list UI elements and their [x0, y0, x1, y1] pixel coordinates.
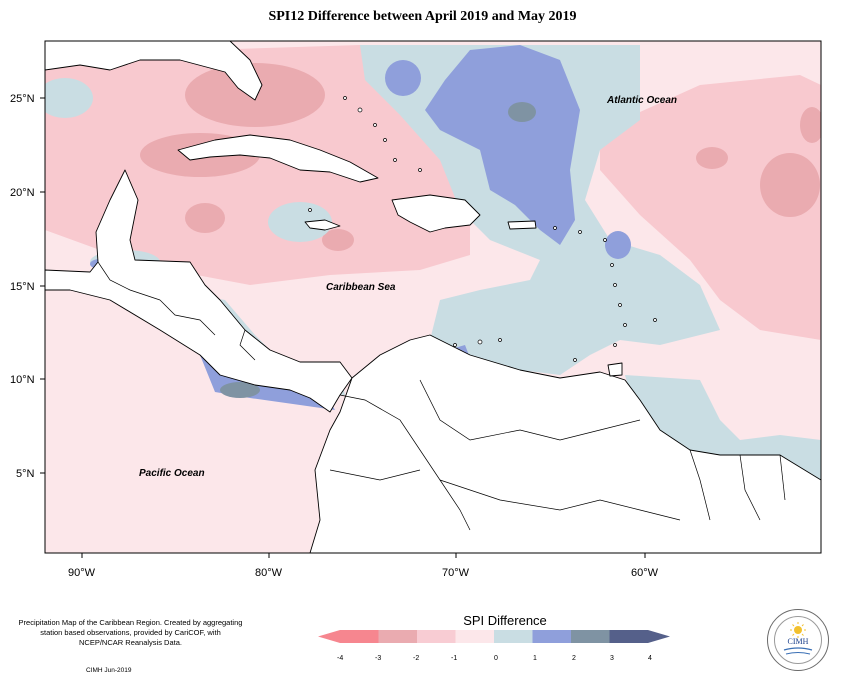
lon-label: 90°W — [68, 567, 96, 579]
anomaly-blue-dark-pacific — [220, 382, 260, 398]
map-canvas: Atlantic Ocean Caribbean Sea Pacific Oce… — [45, 41, 821, 553]
lat-label: 10°N — [10, 374, 35, 386]
anomaly-pink-light-east — [600, 75, 821, 340]
anomaly-blue-light-jamaica — [268, 202, 332, 242]
land-mexico-central-america — [45, 169, 353, 413]
lat-label: 15°N — [10, 281, 35, 293]
land — [45, 41, 821, 553]
land-south-america — [309, 334, 821, 553]
legend-swatch — [455, 630, 494, 643]
legend-swatch — [609, 630, 670, 643]
lat-labels: 25°N 20°N 15°N 10°N 5°N — [10, 93, 35, 480]
credits-date: CIMH Jun-2019 — [86, 667, 132, 674]
land-florida — [45, 41, 263, 101]
legend-tick: 1 — [533, 655, 537, 662]
country-borders — [97, 261, 786, 531]
anomaly-blue-mid-bahamas — [385, 60, 421, 96]
logo-ring — [774, 616, 822, 664]
anomaly-blue-dark-atlantic — [508, 102, 536, 122]
map-frame — [44, 40, 822, 554]
anomaly-pink-light-west — [45, 45, 470, 285]
legend-swatch — [378, 630, 417, 643]
lon-label: 70°W — [442, 567, 470, 579]
place-pacific-ocean: Pacific Ocean — [139, 468, 205, 479]
lon-label: 80°W — [255, 567, 283, 579]
lat-ticks — [40, 97, 45, 474]
lon-labels: 90°W 80°W 70°W 60°W — [68, 567, 659, 579]
legend-swatch — [417, 630, 456, 643]
small-islands — [308, 96, 657, 362]
anomaly-pink-yucatan — [185, 203, 225, 233]
legend-tick: -4 — [337, 655, 343, 662]
anomaly-blue-light-nw — [45, 78, 93, 118]
anomaly-blue-mid-atlantic — [425, 45, 580, 245]
lat-label: 5°N — [16, 468, 35, 480]
legend-tick: 0 — [494, 655, 498, 662]
sun-icon — [783, 622, 813, 655]
lat-label: 20°N — [10, 187, 35, 199]
lon-label: 60°W — [631, 567, 659, 579]
lon-ticks — [81, 553, 646, 558]
anomaly-pink-south-jamaica — [322, 229, 354, 251]
legend-tick-labels: -4 -3 -2 -1 0 1 2 3 4 — [337, 655, 652, 662]
land-jamaica — [304, 219, 341, 231]
map-title: SPI12 Difference between April 2019 and … — [268, 9, 577, 24]
credits-text: Precipitation Map of the Caribbean Regio… — [18, 618, 243, 647]
lat-label: 25°N — [10, 93, 35, 105]
legend-tick: 2 — [572, 655, 576, 662]
legend-tick: -1 — [451, 655, 457, 662]
legend-colorbar — [318, 630, 670, 643]
legend-tick: -2 — [413, 655, 419, 662]
legend-tick: 4 — [648, 655, 652, 662]
logo-text: CIMH — [787, 637, 809, 646]
legend-title: SPI Difference — [463, 613, 547, 628]
legend-swatch — [532, 630, 571, 643]
cimh-logo: CIMH — [767, 609, 829, 671]
anomaly-pink-east-c — [800, 107, 821, 143]
land-hispaniola — [391, 194, 481, 233]
place-caribbean-sea: Caribbean Sea — [326, 282, 396, 293]
legend-swatch — [318, 630, 379, 643]
legend-swatch — [571, 630, 610, 643]
anomaly-pink-east-a — [696, 147, 728, 169]
anomaly-blue-mid-antilles — [605, 231, 631, 259]
anomaly-pink-east-b — [760, 153, 820, 217]
legend-tick: -3 — [375, 655, 381, 662]
legend-swatch — [494, 630, 533, 643]
place-atlantic-ocean: Atlantic Ocean — [606, 95, 677, 106]
land-puerto-rico — [507, 220, 537, 230]
legend-tick: 3 — [610, 655, 614, 662]
land-trinidad — [607, 362, 623, 377]
land-cuba — [177, 134, 379, 183]
